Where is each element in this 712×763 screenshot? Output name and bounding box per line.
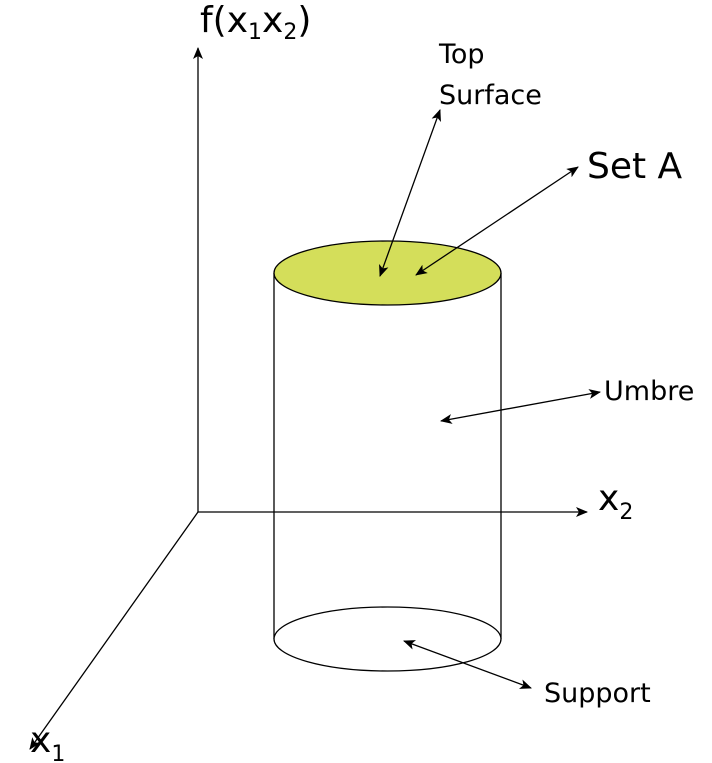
- umbre-pointer-arrow: [440, 389, 601, 424]
- x1-axis: [29, 511, 199, 750]
- top-surface-label-line1: Top: [438, 39, 485, 70]
- set-a-label: Set A: [587, 146, 683, 187]
- x1-axis-label: x1: [30, 720, 65, 763]
- set-a-pointer-arrow: [415, 166, 579, 276]
- support-ellipse: [273, 606, 502, 672]
- umbre-label: Umbre: [604, 376, 694, 407]
- cylinder: [273, 240, 502, 672]
- x2-axis-label: x2: [598, 478, 633, 525]
- top-surface-label-line2: Surface: [439, 80, 542, 111]
- support-label: Support: [544, 678, 651, 709]
- support-pointer-arrow: [403, 640, 532, 689]
- top-surface-ellipse: [273, 240, 502, 306]
- vertical-axis-label: f(x1x2): [200, 0, 311, 45]
- top-surface-pointer-arrow: [379, 109, 441, 277]
